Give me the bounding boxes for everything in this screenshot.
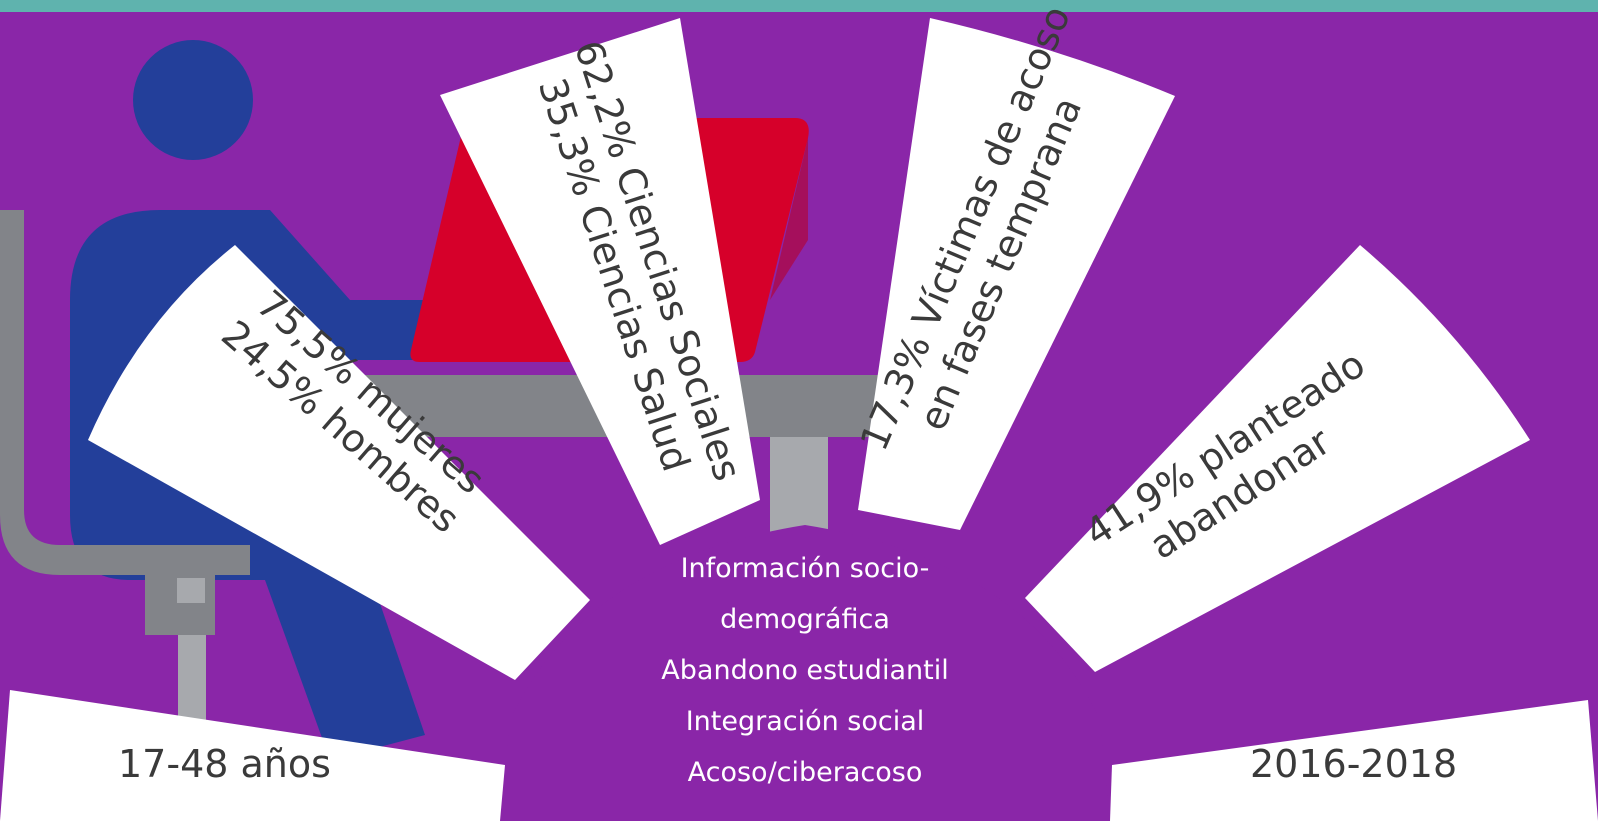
topic-item: Abandono estudiantil	[661, 655, 949, 686]
panel-gender	[88, 245, 590, 680]
office-chair-icon	[0, 210, 250, 725]
panel-age	[0, 690, 505, 821]
topic-item: Integración social	[685, 706, 925, 737]
topic-item: demográfica	[720, 604, 890, 635]
topic-item: Información socio-	[680, 553, 930, 584]
person-head	[133, 40, 253, 160]
topic-item: Acoso/ciberacoso	[687, 757, 923, 788]
top-band	[0, 0, 1598, 12]
panel-harassment	[858, 18, 1175, 530]
center-fan	[500, 525, 1110, 821]
age-range: 17-48 años	[118, 742, 331, 786]
topics-list: Información socio- demográfica Abandono …	[655, 543, 955, 798]
panel-years	[1110, 700, 1598, 821]
chair-post	[178, 635, 206, 725]
chair-seat-mark	[177, 578, 205, 603]
year-range: 2016-2018	[1250, 742, 1458, 786]
laptop-shade	[770, 138, 808, 300]
chair-back	[0, 210, 250, 575]
panel-dropout	[1025, 245, 1530, 672]
panel-field	[440, 18, 760, 545]
